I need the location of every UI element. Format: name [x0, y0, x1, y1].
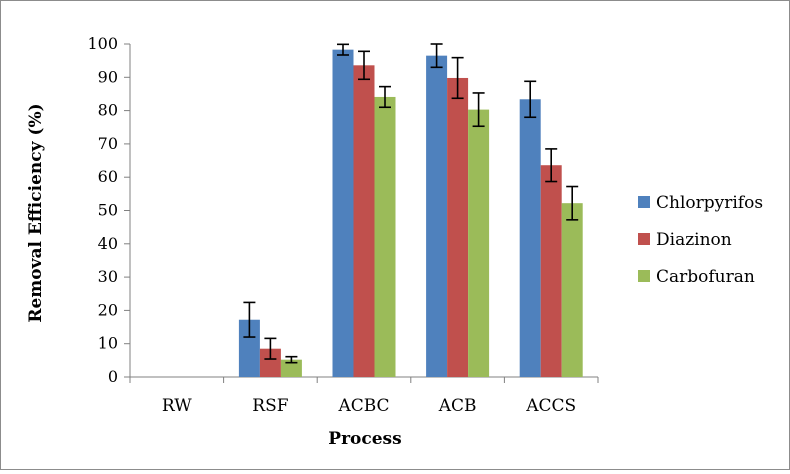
y-tick-label: 30	[98, 267, 118, 286]
bar-carbofuran-accs	[561, 203, 583, 377]
x-tick-label: RW	[162, 396, 192, 416]
y-tick-label: 70	[98, 134, 118, 153]
bar-carbofuran-acb	[468, 109, 490, 377]
legend: Chlorpyrifos Diazinon Carbofuran	[638, 193, 763, 287]
bars	[238, 49, 583, 378]
x-tick-label: ACCS	[525, 396, 576, 416]
y-tick-label: 20	[98, 300, 118, 319]
y-tick-label: 100	[87, 34, 118, 53]
x-tick-label: RSF	[252, 396, 288, 416]
y-tick-label: 0	[108, 367, 118, 386]
y-tick-label: 40	[98, 234, 118, 253]
bar-chlorpyrifos-accs	[519, 99, 541, 377]
legend-swatch-carbofuran	[638, 270, 650, 282]
bar-chlorpyrifos-rsf	[238, 319, 260, 377]
bar-diazinon-acbc	[353, 65, 375, 377]
legend-label-diazinon: Diazinon	[656, 230, 732, 250]
bar-chlorpyrifos-acbc	[332, 49, 354, 377]
bar-carbofuran-acbc	[374, 96, 396, 378]
x-tick-label: ACB	[438, 396, 477, 416]
y-axis: 0 10 20 30 40 50 60 70 80 90 100	[87, 34, 131, 386]
x-axis-title: Process	[328, 429, 401, 449]
error-bars	[243, 43, 579, 364]
bar-diazinon-accs	[540, 165, 562, 377]
legend-label-chlorpyrifos: Chlorpyrifos	[656, 193, 763, 213]
y-tick-label: 60	[98, 167, 118, 186]
y-tick-label: 80	[98, 101, 118, 120]
bar-carbofuran-rsf	[280, 359, 302, 377]
y-tick-label: 90	[98, 67, 118, 86]
legend-swatch-chlorpyrifos	[638, 196, 650, 208]
x-tick-label: ACBC	[337, 396, 389, 416]
bar-chlorpyrifos-acb	[426, 55, 448, 377]
x-axis: RW RSF ACBC ACB ACCS	[129, 376, 599, 416]
legend-swatch-diazinon	[638, 233, 650, 245]
y-tick-label: 50	[98, 201, 118, 220]
y-tick-label: 10	[98, 334, 118, 353]
y-axis-title: Removal Efficiency (%)	[26, 103, 46, 322]
legend-label-carbofuran: Carbofuran	[656, 267, 755, 287]
bar-diazinon-acb	[447, 77, 469, 377]
bar-diazinon-rsf	[259, 348, 281, 377]
